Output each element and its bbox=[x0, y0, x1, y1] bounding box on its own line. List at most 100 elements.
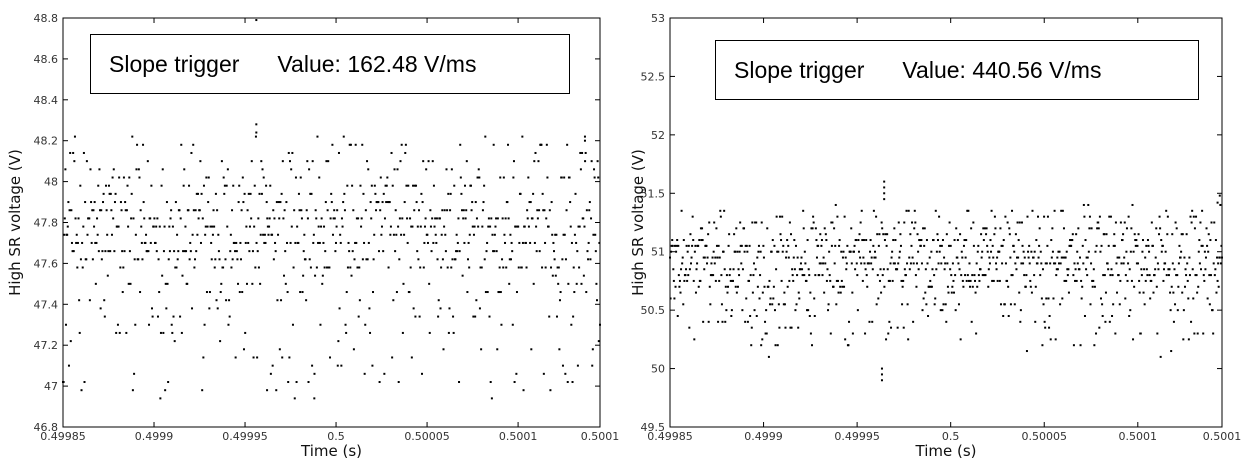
data-point bbox=[551, 233, 554, 236]
data-point bbox=[490, 397, 493, 400]
data-point bbox=[106, 233, 109, 236]
data-point bbox=[68, 209, 71, 212]
data-point bbox=[164, 389, 167, 392]
data-point bbox=[113, 250, 116, 253]
data-point bbox=[211, 233, 214, 236]
data-point bbox=[672, 279, 675, 282]
data-point bbox=[151, 315, 154, 318]
data-point bbox=[435, 241, 438, 244]
data-point bbox=[1084, 239, 1087, 242]
data-point bbox=[392, 233, 395, 236]
data-point bbox=[786, 239, 789, 242]
data-point bbox=[182, 184, 185, 187]
data-point bbox=[568, 176, 571, 179]
data-point bbox=[179, 315, 182, 318]
data-point bbox=[449, 192, 452, 195]
data-point bbox=[1011, 274, 1014, 277]
data-point bbox=[979, 268, 982, 271]
data-point bbox=[113, 201, 116, 204]
data-point bbox=[752, 274, 755, 277]
data-point bbox=[991, 244, 994, 247]
data-point bbox=[400, 143, 403, 146]
data-point bbox=[815, 239, 818, 242]
data-point bbox=[393, 168, 396, 171]
data-point bbox=[215, 299, 218, 302]
data-point bbox=[189, 241, 192, 244]
data-point bbox=[103, 299, 106, 302]
data-point bbox=[1046, 244, 1049, 247]
data-point bbox=[897, 221, 900, 224]
data-point bbox=[382, 250, 385, 253]
data-point bbox=[118, 176, 121, 179]
data-point bbox=[441, 258, 444, 261]
data-point bbox=[867, 262, 870, 265]
data-point bbox=[923, 244, 926, 247]
data-point bbox=[1154, 256, 1157, 259]
data-point bbox=[84, 201, 87, 204]
data-point bbox=[358, 266, 361, 269]
data-point bbox=[272, 258, 275, 261]
data-point bbox=[254, 135, 257, 138]
data-point bbox=[912, 320, 915, 323]
data-point bbox=[101, 250, 104, 253]
data-point bbox=[1087, 203, 1090, 206]
data-point bbox=[1177, 262, 1180, 265]
data-point bbox=[1172, 291, 1175, 294]
data-point bbox=[510, 241, 513, 244]
data-point bbox=[540, 143, 543, 146]
data-point bbox=[710, 262, 713, 265]
data-point bbox=[547, 225, 550, 228]
data-point bbox=[468, 233, 471, 236]
data-point bbox=[348, 143, 351, 146]
data-point bbox=[74, 217, 77, 220]
data-point bbox=[917, 268, 920, 271]
data-point bbox=[536, 209, 539, 212]
data-point bbox=[111, 176, 114, 179]
data-point bbox=[64, 323, 67, 326]
data-point bbox=[1203, 279, 1206, 282]
data-point bbox=[739, 221, 742, 224]
data-point bbox=[330, 192, 333, 195]
data-point bbox=[1033, 274, 1036, 277]
data-point bbox=[415, 184, 418, 187]
data-point bbox=[976, 285, 979, 288]
data-point bbox=[1154, 268, 1157, 271]
data-point bbox=[862, 256, 865, 259]
data-point bbox=[1162, 268, 1165, 271]
data-point bbox=[93, 225, 96, 228]
data-point bbox=[1153, 274, 1156, 277]
data-point bbox=[734, 285, 737, 288]
data-point bbox=[574, 192, 577, 195]
data-point bbox=[131, 135, 134, 138]
data-point bbox=[1000, 244, 1003, 247]
data-point bbox=[779, 233, 782, 236]
data-point bbox=[183, 168, 186, 171]
data-point bbox=[317, 241, 320, 244]
data-point bbox=[144, 241, 147, 244]
data-point bbox=[100, 209, 103, 212]
y-tick-label: 48.6 bbox=[34, 53, 59, 66]
data-point bbox=[276, 299, 279, 302]
data-point bbox=[127, 282, 130, 285]
data-point bbox=[943, 268, 946, 271]
data-point bbox=[62, 381, 65, 384]
data-point bbox=[264, 241, 267, 244]
data-point bbox=[326, 209, 329, 212]
data-point bbox=[674, 285, 677, 288]
data-point bbox=[871, 268, 874, 271]
data-point bbox=[1160, 250, 1163, 253]
data-point bbox=[754, 221, 757, 224]
data-point bbox=[557, 266, 560, 269]
data-point bbox=[1082, 262, 1085, 265]
data-point bbox=[788, 279, 791, 282]
data-point bbox=[680, 268, 683, 271]
data-point bbox=[231, 258, 234, 261]
data-point bbox=[1026, 215, 1029, 218]
data-point bbox=[83, 381, 86, 384]
data-point bbox=[357, 217, 360, 220]
data-point bbox=[121, 291, 124, 294]
data-point bbox=[1040, 262, 1043, 265]
data-point bbox=[222, 176, 225, 179]
data-point bbox=[818, 262, 821, 265]
data-point bbox=[771, 239, 774, 242]
